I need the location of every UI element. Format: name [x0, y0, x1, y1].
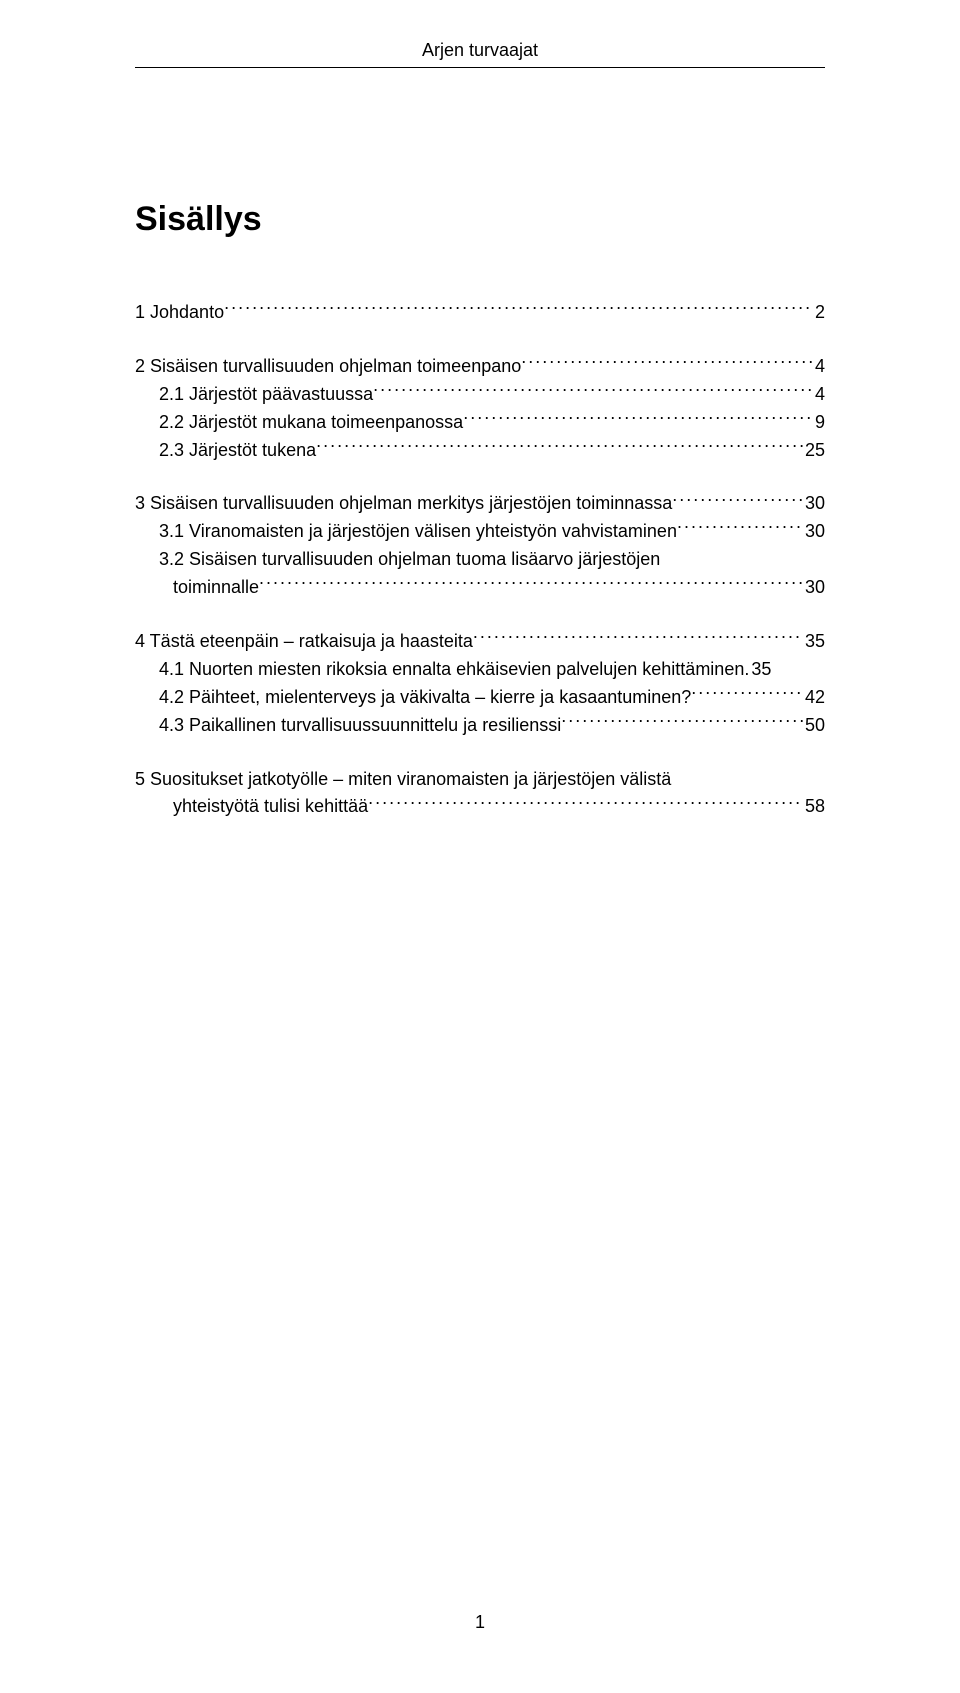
toc-entry-page: 9 — [813, 409, 825, 437]
toc-entry-label: 1 Johdanto — [135, 299, 224, 327]
toc-leader-dots — [691, 685, 803, 703]
page-title: Sisällys — [135, 200, 825, 239]
toc-entry-label: 4.2 Päihteet, mielenterveys ja väkivalta… — [159, 684, 691, 712]
toc-entry: 4.3 Paikallinen turvallisuussuunnittelu … — [159, 712, 825, 740]
toc-entry: 1 Johdanto 2 — [135, 299, 825, 327]
toc-leader-dots — [473, 629, 803, 647]
toc-entry: 2.2 Järjestöt mukana toimeenpanossa 9 — [159, 409, 825, 437]
toc-entry: 2.1 Järjestöt päävastuussa 4 — [159, 381, 825, 409]
page: Arjen turvaajat Sisällys 1 Johdanto 2 2 Si… — [0, 0, 960, 1693]
toc-leader-dots — [373, 382, 813, 400]
toc-entry: 2.3 Järjestöt tukena 25 — [159, 437, 825, 465]
toc-gap — [135, 464, 825, 490]
toc-entry-label: 2.1 Järjestöt päävastuussa — [159, 381, 373, 409]
toc-leader-dots — [677, 519, 803, 537]
toc-entry-label: 4.1 Nuorten miesten rikoksia ennalta ehk… — [159, 656, 749, 684]
toc-entry-page: 2 — [813, 299, 825, 327]
toc-entry-page: 30 — [803, 574, 825, 602]
toc-entry-page: 35 — [803, 628, 825, 656]
running-header: Arjen turvaajat — [135, 40, 825, 68]
content-area: Sisällys 1 Johdanto 2 2 Sisäisen turvallis… — [135, 200, 825, 821]
toc-leader-dots — [259, 575, 803, 593]
toc-entry-label: 3.1 Viranomaisten ja järjestöjen välisen… — [159, 518, 677, 546]
toc-entry-page: 58 — [803, 793, 825, 821]
toc-gap — [135, 740, 825, 766]
toc-entry-page: 30 — [803, 518, 825, 546]
toc-entry-page: 4 — [813, 353, 825, 381]
toc-entry: 3 Sisäisen turvallisuuden ohjelman merki… — [135, 490, 825, 518]
toc-entry-page: 42 — [803, 684, 825, 712]
toc-entry-label: 4 Tästä eteenpäin – ratkaisuja ja haaste… — [135, 628, 473, 656]
toc-entry: 3.1 Viranomaisten ja järjestöjen välisen… — [159, 518, 825, 546]
toc-leader-dots — [561, 713, 803, 731]
toc-entry: 2 Sisäisen turvallisuuden ohjelman toime… — [135, 353, 825, 381]
toc-entry-label: toiminnalle — [173, 574, 259, 602]
toc-entry-label: 2 Sisäisen turvallisuuden ohjelman toime… — [135, 353, 521, 381]
toc-entry-label: 5 Suositukset jatkotyölle – miten virano… — [135, 766, 671, 794]
toc-leader-dots — [316, 438, 803, 456]
toc-entry: 4.1 Nuorten miesten rikoksia ennalta ehk… — [159, 656, 825, 684]
toc-entry-page: 35 — [749, 656, 771, 684]
toc-entry-label: yhteistyötä tulisi kehittää — [173, 793, 368, 821]
table-of-contents: 1 Johdanto 2 2 Sisäisen turvallisuuden ohj… — [135, 299, 825, 821]
toc-gap — [135, 327, 825, 353]
toc-entry-page: 4 — [813, 381, 825, 409]
toc-leader-dots — [521, 354, 813, 372]
toc-entry-page: 30 — [803, 490, 825, 518]
toc-leader-dots — [672, 491, 803, 509]
toc-entry: 4.2 Päihteet, mielenterveys ja väkivalta… — [159, 684, 825, 712]
toc-entry-label: 3 Sisäisen turvallisuuden ohjelman merki… — [135, 490, 672, 518]
toc-entry: toiminnalle 30 — [173, 574, 825, 602]
toc-entry: 3.2 Sisäisen turvallisuuden ohjelman tuo… — [159, 546, 825, 574]
toc-gap — [135, 602, 825, 628]
toc-leader-dots — [368, 794, 803, 812]
running-header-title: Arjen turvaajat — [135, 40, 825, 61]
toc-leader-dots — [224, 300, 813, 318]
footer-page-number: 1 — [0, 1612, 960, 1633]
toc-leader-dots — [463, 410, 813, 428]
toc-entry-label: 3.2 Sisäisen turvallisuuden ohjelman tuo… — [159, 546, 660, 574]
toc-entry: yhteistyötä tulisi kehittää 58 — [173, 793, 825, 821]
toc-entry-label: 4.3 Paikallinen turvallisuussuunnittelu … — [159, 712, 561, 740]
toc-entry: 5 Suositukset jatkotyölle – miten virano… — [135, 766, 825, 794]
toc-entry-label: 2.2 Järjestöt mukana toimeenpanossa — [159, 409, 463, 437]
toc-entry-page: 25 — [803, 437, 825, 465]
toc-entry-label: 2.3 Järjestöt tukena — [159, 437, 316, 465]
header-rule — [135, 67, 825, 68]
toc-entry: 4 Tästä eteenpäin – ratkaisuja ja haaste… — [135, 628, 825, 656]
toc-entry-page: 50 — [803, 712, 825, 740]
